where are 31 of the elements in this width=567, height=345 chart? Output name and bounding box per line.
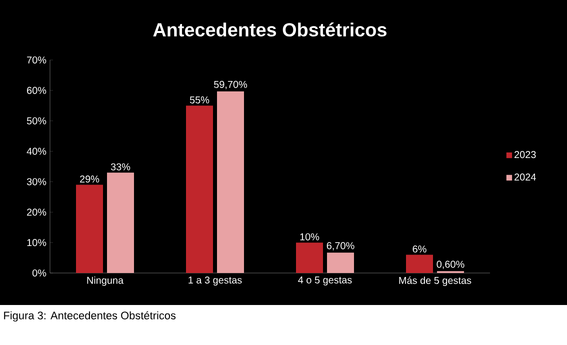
bar <box>186 106 213 273</box>
y-tick-label: 30% <box>26 178 46 186</box>
y-tick-label: 50% <box>26 117 46 124</box>
y-tick-label: 70% <box>27 56 46 64</box>
data-label: 33% <box>110 163 130 170</box>
y-tick-label: 40% <box>26 148 46 155</box>
y-tick-label: 0% <box>32 269 46 277</box>
bar <box>406 254 433 273</box>
bar <box>107 172 134 273</box>
data-label: 55% <box>190 96 210 104</box>
data-label: 29% <box>80 176 100 183</box>
bar <box>76 184 103 273</box>
x-tick-label: 4 o 5 gestas <box>298 276 352 286</box>
legend-label: 2024 <box>514 173 536 181</box>
text: Figura 3: Antecedentes Obstétricos <box>4 311 176 322</box>
data-label: 10% <box>300 233 320 240</box>
y-tick-label: 60% <box>27 86 46 94</box>
bar <box>296 242 323 273</box>
y-tick-label: 10% <box>27 239 46 246</box>
x-tick-label: Ninguna <box>87 276 124 286</box>
data-label: 6,70% <box>326 242 354 250</box>
bar <box>217 91 244 273</box>
data-label: 6% <box>412 245 426 253</box>
data-label: 0,60% <box>436 260 464 269</box>
bar <box>327 252 354 273</box>
data-label: 59,70% <box>214 80 248 90</box>
x-tick-label: 1 a 3 gestas <box>188 276 242 286</box>
y-tick-label: 20% <box>27 208 46 216</box>
legend-label: 2023 <box>514 151 536 158</box>
x-tick-label: Más de 5 gestas <box>399 276 472 286</box>
chart-title: Antecedentes Obstétricos <box>153 22 386 37</box>
